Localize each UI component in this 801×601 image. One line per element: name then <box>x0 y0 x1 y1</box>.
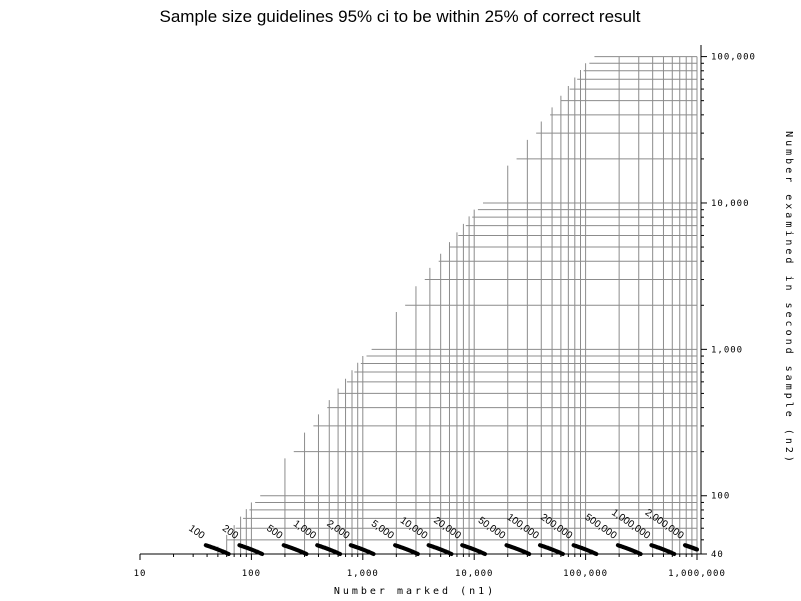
series-label: 200 <box>220 523 240 542</box>
series-line <box>538 543 565 556</box>
series-line <box>504 543 532 556</box>
series-label: 100 <box>186 523 206 542</box>
axes: 10 100 1,000 10,000 100,000 1,000,000 40 100 1,0… <box>134 45 756 579</box>
x-tick-label: 100,000 <box>563 569 608 579</box>
y-tick-label: 1,000 <box>711 345 743 355</box>
y-tick-label: 100 <box>711 492 730 502</box>
x-tick-label: 100 <box>242 569 261 579</box>
series-lines <box>203 543 699 556</box>
series-line <box>683 543 699 552</box>
series-line <box>237 543 265 556</box>
series-line <box>281 543 309 556</box>
x-tick-label: 1,000,000 <box>668 569 726 579</box>
series-line <box>393 543 420 556</box>
chart-title: Sample size guidelines 95% ci to be with… <box>160 7 641 26</box>
x-tick-label: 1,000 <box>347 569 379 579</box>
y-tick-label: 100,000 <box>711 53 756 63</box>
series-label: 200,000 <box>538 512 574 542</box>
x-axis-label: Number marked (n1) <box>334 586 496 597</box>
series-labels: 100 200 500 1,000 2,000 5,000 10,000 20,000 50,0… <box>186 507 685 542</box>
series-label: 100,000 <box>505 512 541 542</box>
x-tick-label: 10 <box>134 569 147 579</box>
y-tick-label: 40 <box>711 550 724 560</box>
series-line <box>315 543 343 556</box>
series-line <box>571 543 599 556</box>
y-tick-label: 10,000 <box>711 199 750 209</box>
series-line <box>460 543 487 556</box>
series-line <box>348 543 376 556</box>
series-line <box>615 543 643 556</box>
series-line <box>426 543 454 556</box>
series-label: 5,000 <box>369 518 396 542</box>
series-line <box>203 543 231 556</box>
x-tick-label: 10,000 <box>455 569 494 579</box>
series-line <box>649 543 677 556</box>
y-axis-label: Number examined in second sample (n2) <box>783 131 794 465</box>
series-label: 500 <box>264 523 284 542</box>
grid <box>217 56 698 554</box>
